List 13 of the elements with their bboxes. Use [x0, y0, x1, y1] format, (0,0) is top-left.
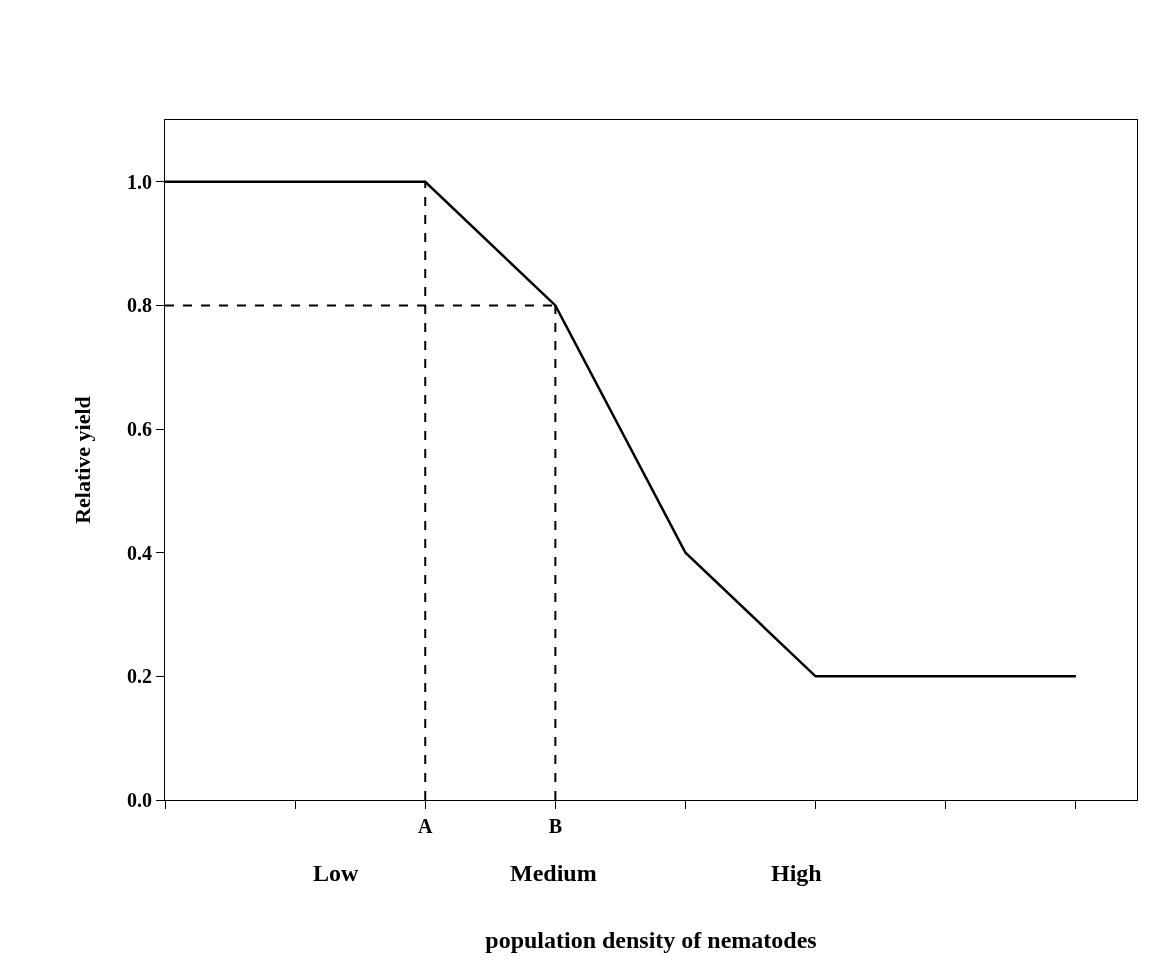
text: Low: [313, 860, 360, 886]
y-tick-label: 0.2: [126, 665, 152, 688]
y-tick-label: 0.8: [126, 294, 152, 317]
y-tick-label: 0.6: [126, 418, 152, 441]
y-tick-label: 0.4: [126, 541, 152, 564]
text: Medium: [510, 860, 597, 886]
y-tick-label: 0.0: [126, 789, 152, 811]
x-tick-label: A: [418, 815, 434, 838]
y-axis-title: Relative yield: [69, 396, 95, 524]
x-tick-label: B: [548, 815, 563, 838]
text: High: [771, 860, 822, 886]
y-tick-label: 1.0: [126, 170, 152, 193]
x-axis-title: population density of nematodes: [485, 927, 817, 954]
